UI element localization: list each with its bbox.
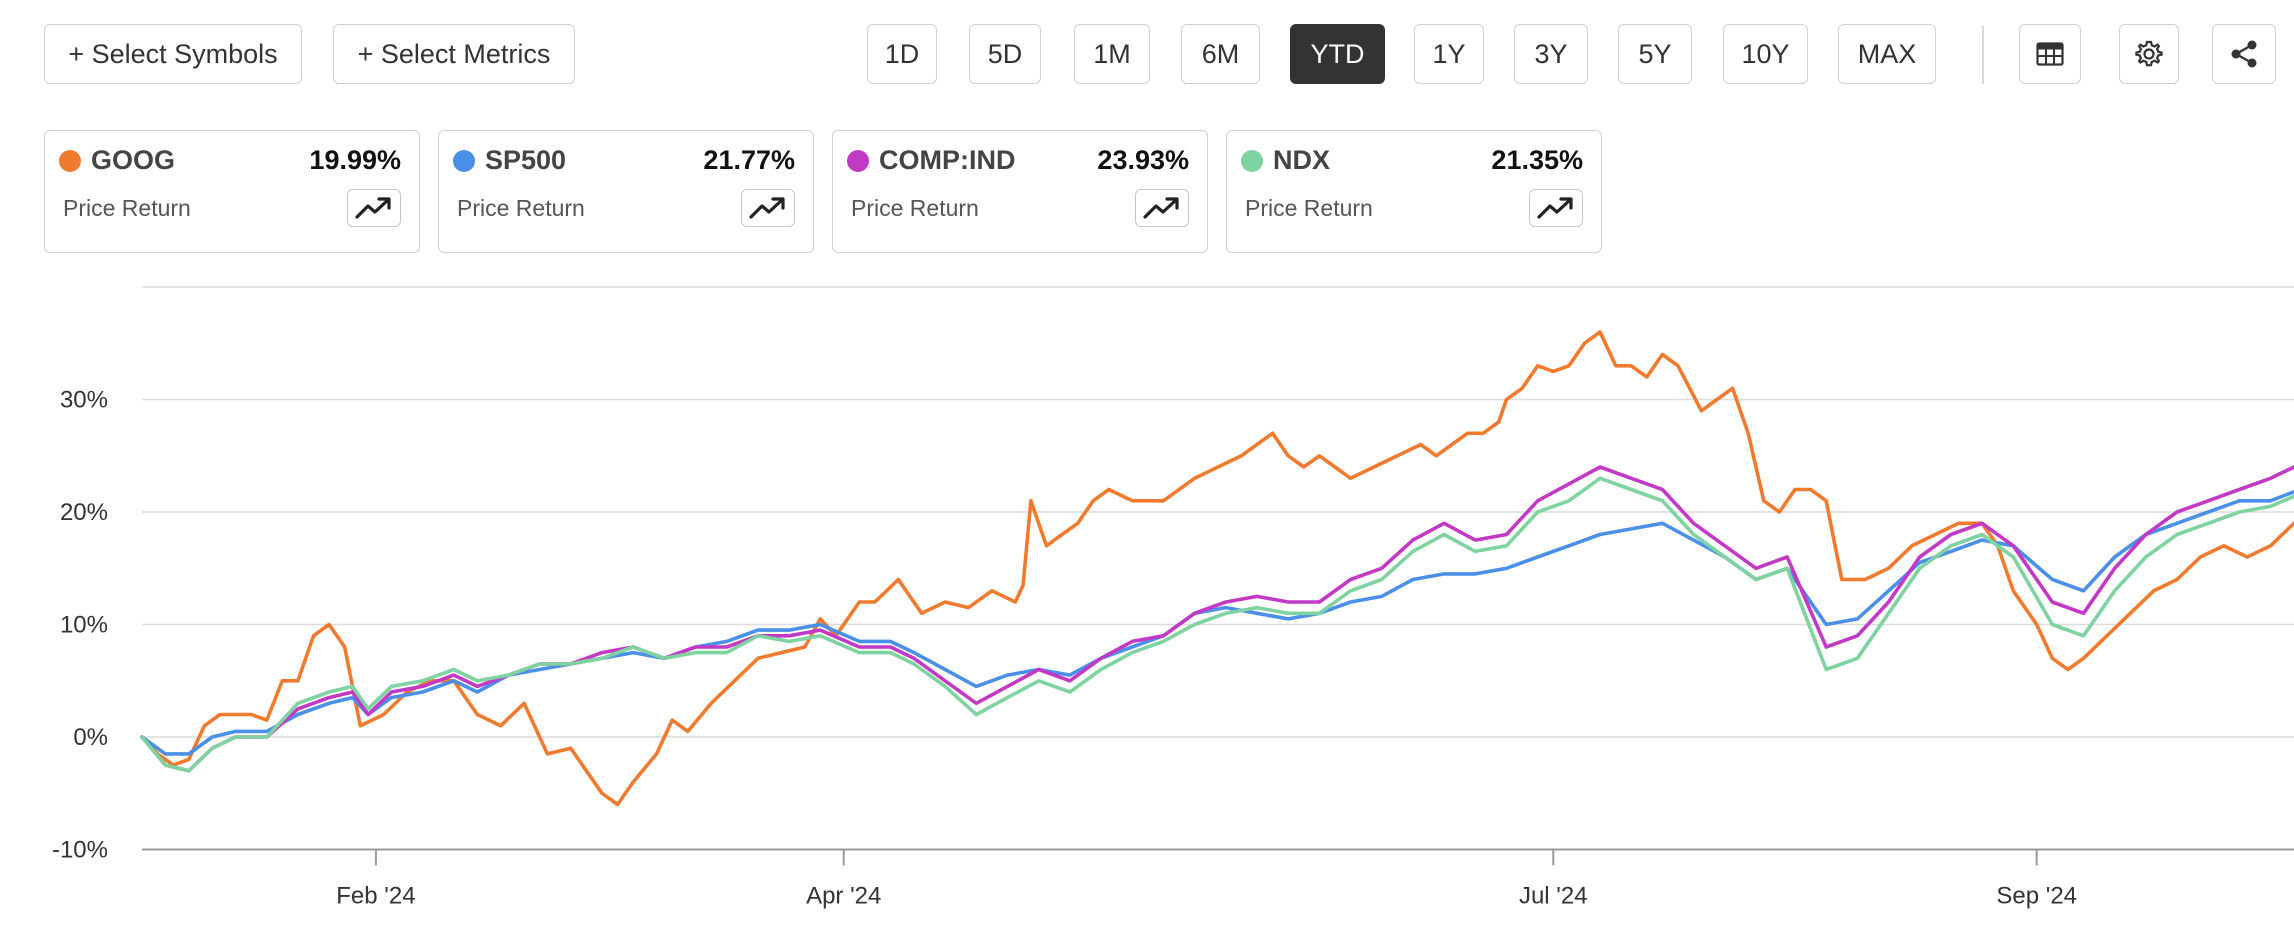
settings-button[interactable] (2119, 24, 2179, 84)
y-tick-label: 30% (60, 387, 108, 414)
gear-icon (2135, 40, 2163, 67)
card-return-value: 21.35% (1491, 145, 1583, 175)
select-symbols-button[interactable]: + Select Symbols (44, 24, 302, 84)
card-metric-label: Price Return (457, 195, 585, 221)
legend-card-comp-ind[interactable]: COMP:IND 23.93% Price Return (832, 130, 1208, 253)
x-tick-label: Feb '24 (336, 883, 415, 910)
range-ytd-button[interactable]: YTD (1290, 24, 1385, 84)
trend-chart-button[interactable] (1135, 189, 1189, 227)
trending-up-icon (749, 197, 785, 219)
x-tick-label: Sep '24 (1996, 883, 2077, 910)
series-line-goog[interactable] (140, 330, 2294, 807)
legend-card-sp500[interactable]: SP500 21.77% Price Return (438, 130, 814, 253)
range-1y-button[interactable]: 1Y (1414, 24, 1484, 84)
share-icon (2231, 40, 2257, 68)
card-metric-label: Price Return (851, 195, 979, 221)
legend-card-ndx[interactable]: NDX 21.35% Price Return (1226, 130, 1602, 253)
select-metrics-button[interactable]: + Select Metrics (333, 24, 575, 84)
card-symbol: GOOG (91, 145, 176, 175)
toolbar-divider (1982, 26, 1984, 84)
price-return-chart[interactable]: 30% 20% 10% 0% -10% Feb '24 Apr '24 Jul '24 Sep… (0, 270, 2294, 944)
card-return-value: 19.99% (309, 145, 401, 175)
table-icon (2036, 42, 2064, 66)
range-max-button[interactable]: MAX (1838, 24, 1936, 84)
y-tick-label: 0% (73, 724, 108, 751)
trend-chart-button[interactable] (741, 189, 795, 227)
card-return-value: 23.93% (1097, 145, 1189, 175)
y-tick-label: 10% (60, 612, 108, 639)
card-metric-label: Price Return (1245, 195, 1373, 221)
card-return-value: 21.77% (703, 145, 795, 175)
x-tick-label: Apr '24 (806, 883, 881, 910)
trend-chart-button[interactable] (347, 189, 401, 227)
card-symbol: COMP:IND (879, 145, 1016, 175)
trending-up-icon (1143, 197, 1179, 219)
series-line-ndx[interactable] (140, 476, 2294, 773)
trending-up-icon (1537, 197, 1573, 219)
trending-up-icon (355, 197, 391, 219)
series-line-sp500[interactable] (140, 489, 2294, 756)
series-color-dot (453, 150, 475, 172)
card-symbol: NDX (1273, 145, 1331, 175)
y-tick-label: -10% (52, 837, 108, 864)
table-view-button[interactable] (2019, 24, 2081, 84)
share-button[interactable] (2212, 24, 2276, 84)
range-5y-button[interactable]: 5Y (1618, 24, 1692, 84)
range-6m-button[interactable]: 6M (1181, 24, 1260, 84)
card-metric-label: Price Return (63, 195, 191, 221)
series-color-dot (1241, 150, 1263, 172)
range-5d-button[interactable]: 5D (969, 24, 1041, 84)
legend-card-goog[interactable]: GOOG 19.99% Price Return (44, 130, 420, 253)
trend-chart-button[interactable] (1529, 189, 1583, 227)
card-symbol: SP500 (485, 145, 567, 175)
range-10y-button[interactable]: 10Y (1723, 24, 1808, 84)
range-1m-button[interactable]: 1M (1074, 24, 1150, 84)
series-color-dot (59, 150, 81, 172)
series-color-dot (847, 150, 869, 172)
range-1d-button[interactable]: 1D (867, 24, 937, 84)
x-tick-label: Jul '24 (1519, 883, 1588, 910)
series-line-comp-ind[interactable] (140, 465, 2294, 773)
range-3y-button[interactable]: 3Y (1514, 24, 1588, 84)
y-tick-label: 20% (60, 499, 108, 526)
